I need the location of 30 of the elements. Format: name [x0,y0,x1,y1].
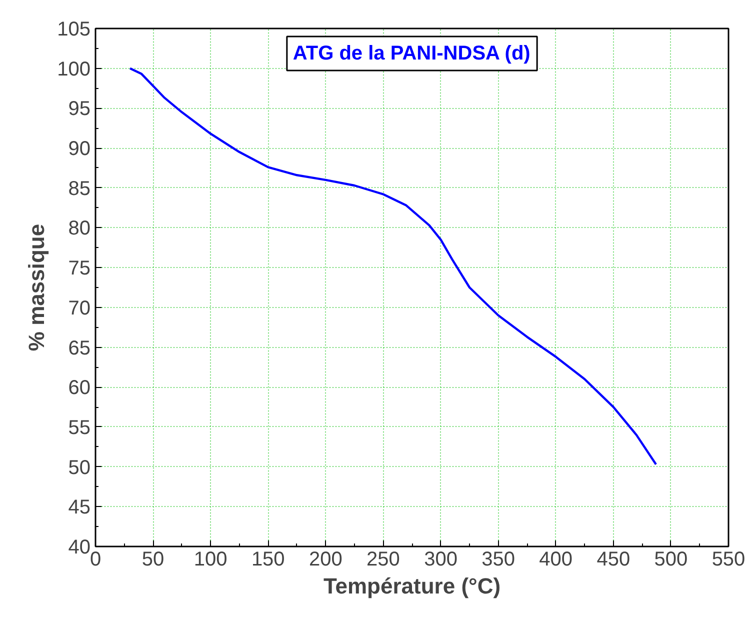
y-tick-label: 105 [57,18,91,40]
x-axis-title: Température (°C) [323,574,501,598]
x-tick-label: 150 [251,548,285,570]
y-tick-label: 45 [68,496,91,519]
line-series [128,67,658,466]
x-tick-label: 0 [90,548,102,570]
y-tick-label: 50 [68,456,91,479]
y-tick-label: 65 [68,337,91,360]
x-tick-label: 100 [194,548,228,570]
y-tick-label: 85 [68,178,91,200]
y-tick-label: 90 [68,138,91,160]
x-tick-label: 350 [482,548,516,570]
y-tick-label: 75 [68,258,91,280]
y-tick-label: 80 [68,218,91,240]
x-tick-label: 50 [142,548,164,570]
x-tick-label: 400 [539,548,573,570]
y-tick-label: 55 [68,416,91,439]
text: ATG de la PANI-NDSA (d) [292,42,530,64]
x-tick-label: 450 [596,548,630,570]
y-tick-label: 95 [68,98,91,120]
x-tick-label: 500 [654,548,688,570]
y-tick-label: 40 [68,536,91,558]
x-tick-label: 300 [424,548,458,570]
y-tick-label: 100 [57,58,91,80]
x-tick-label: 250 [366,548,400,570]
x-tick-label: 200 [308,548,342,570]
y-tick-label: 70 [68,297,91,320]
y-axis-title: % massique [24,224,50,352]
y-tick-label: 60 [68,377,91,400]
x-tick-label: 550 [712,548,746,570]
